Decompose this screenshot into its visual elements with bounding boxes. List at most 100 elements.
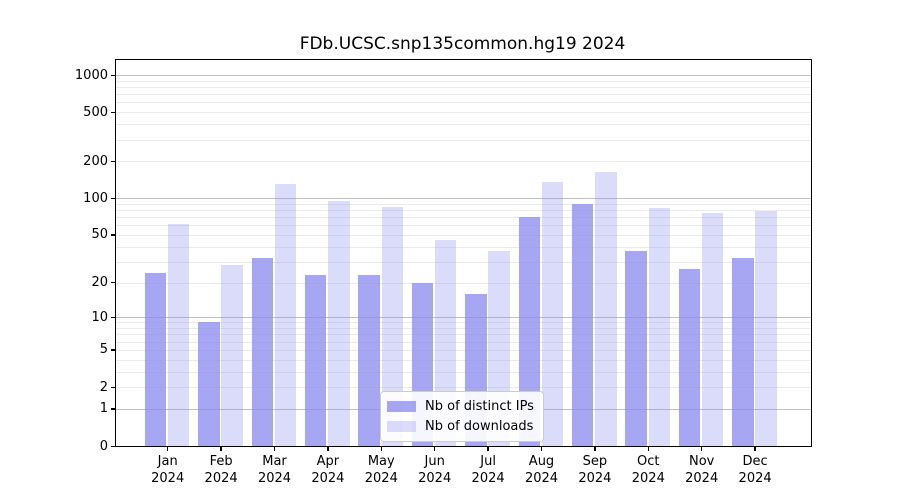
gridline-minor (116, 112, 811, 114)
y-tick-mark (111, 111, 116, 114)
bar-distinct-ips (518, 217, 540, 446)
gridline-major (116, 317, 811, 319)
y-tick-mark (111, 160, 116, 163)
x-tick-mark (540, 446, 543, 451)
gridline-minor (116, 371, 811, 373)
x-tick-mark (273, 446, 276, 451)
gridline-major (116, 198, 811, 200)
y-tick-mark (111, 282, 116, 284)
y-tick-label: 0 (99, 438, 108, 454)
y-tick-label: 5 (99, 342, 108, 358)
bar-downloads (274, 183, 297, 446)
x-tick-mark (647, 446, 649, 451)
x-tick-label: Mar 2024 (257, 454, 292, 486)
plot-canvas: 0 1 2 5 10 20 50 100 200 500 1000 Jan 2024 Feb 2024 Mar… (75, 60, 811, 486)
bar-downloads (167, 223, 190, 446)
bar-distinct-ips (678, 269, 701, 446)
gridline-minor (116, 322, 811, 324)
gridline-minor (116, 124, 811, 126)
bar-distinct-ips (358, 275, 380, 446)
bar-downloads (381, 206, 403, 446)
x-tick-mark (701, 446, 703, 451)
x-tick-label: Feb 2024 (204, 454, 238, 486)
gridline-minor (116, 282, 811, 284)
bar-downloads (595, 171, 617, 446)
gridline-minor (116, 359, 811, 361)
gridline-minor (116, 328, 811, 329)
bar-downloads (541, 181, 564, 446)
x-tick-mark (167, 446, 169, 451)
legend-swatch-distinct-ips (387, 401, 416, 412)
x-tick-mark (487, 446, 489, 451)
gridline-minor (116, 161, 811, 163)
y-tick-mark (111, 197, 116, 200)
x-tick-label: Jun 2024 (418, 454, 452, 486)
legend-item-downloads: Nb of downloads (387, 419, 533, 434)
bar-downloads (755, 210, 777, 446)
x-tick-label: Aug 2024 (524, 454, 559, 486)
y-tick-label: 1000 (74, 67, 108, 83)
x-tick-label: Apr 2024 (311, 454, 345, 486)
x-tick-label: Jan 2024 (151, 454, 185, 486)
y-tick-mark (111, 74, 116, 76)
gridline-minor (116, 80, 811, 82)
y-tick-label: 20 (91, 275, 108, 290)
legend-item-distinct-ips: Nb of distinct IPs (387, 399, 534, 414)
x-tick-label: Dec 2024 (738, 454, 772, 486)
gridline-minor (116, 225, 811, 227)
x-tick-label: Sep 2024 (578, 454, 612, 486)
y-tick-label: 500 (83, 104, 108, 120)
gridline-minor (116, 341, 811, 343)
bar-distinct-ips (571, 204, 594, 446)
y-tick-mark (111, 316, 116, 319)
legend: Nb of distinct IPs Nb of downloads (380, 391, 544, 442)
x-tick-mark (380, 446, 382, 451)
x-tick-label: Oct 2024 (631, 454, 665, 486)
gridline-minor (116, 94, 811, 96)
plot-area: 0 1 2 5 10 20 50 100 200 500 1000 Jan 2024 Feb 2024 Mar… (75, 59, 812, 486)
bar-distinct-ips (625, 250, 647, 446)
gridline-minor (116, 261, 811, 263)
legend-label-downloads: Nb of downloads (425, 419, 534, 434)
bar-distinct-ips (251, 258, 273, 446)
y-tick-label: 2 (99, 379, 108, 395)
x-tick-label: May 2024 (364, 454, 398, 486)
y-tick-mark (111, 349, 116, 351)
gridline-minor (116, 87, 811, 88)
gridline-minor (116, 203, 811, 205)
gridline-minor (116, 217, 811, 219)
x-tick-label: Jul 2024 (471, 454, 505, 486)
y-tick-label: 50 (91, 227, 108, 243)
x-tick-mark (434, 446, 436, 451)
gridline-minor (116, 210, 811, 211)
gridline-minor (116, 387, 811, 388)
gridline-minor (116, 102, 811, 104)
bar-distinct-ips (144, 273, 167, 446)
gridline-minor (116, 246, 811, 248)
bar-downloads (328, 200, 350, 446)
legend-swatch-downloads (387, 421, 416, 432)
y-tick-label: 10 (91, 309, 108, 325)
chart-title: FDb.UCSC.snp135common.hg19 2024 (299, 34, 626, 54)
x-tick-mark (594, 446, 596, 451)
y-tick-mark (111, 445, 116, 447)
x-tick-mark (327, 446, 329, 451)
bar-distinct-ips (732, 258, 754, 446)
x-tick-mark (754, 446, 756, 451)
bar-downloads (648, 208, 670, 446)
bar-distinct-ips (304, 275, 327, 446)
x-tick-label: Nov 2024 (685, 454, 719, 486)
gridline-minor (116, 234, 811, 236)
y-tick-mark (111, 408, 116, 410)
x-tick-mark (220, 446, 222, 451)
y-tick-label: 100 (83, 190, 108, 206)
gridline-minor (116, 139, 811, 141)
gridline-major (116, 75, 811, 76)
y-tick-mark (111, 386, 116, 388)
y-tick-label: 200 (83, 153, 108, 169)
bar-downloads (701, 213, 724, 446)
y-tick-mark (111, 234, 116, 236)
gridline-minor (116, 349, 811, 351)
legend-label-distinct-ips: Nb of distinct IPs (425, 399, 534, 414)
bar-downloads (221, 265, 243, 446)
